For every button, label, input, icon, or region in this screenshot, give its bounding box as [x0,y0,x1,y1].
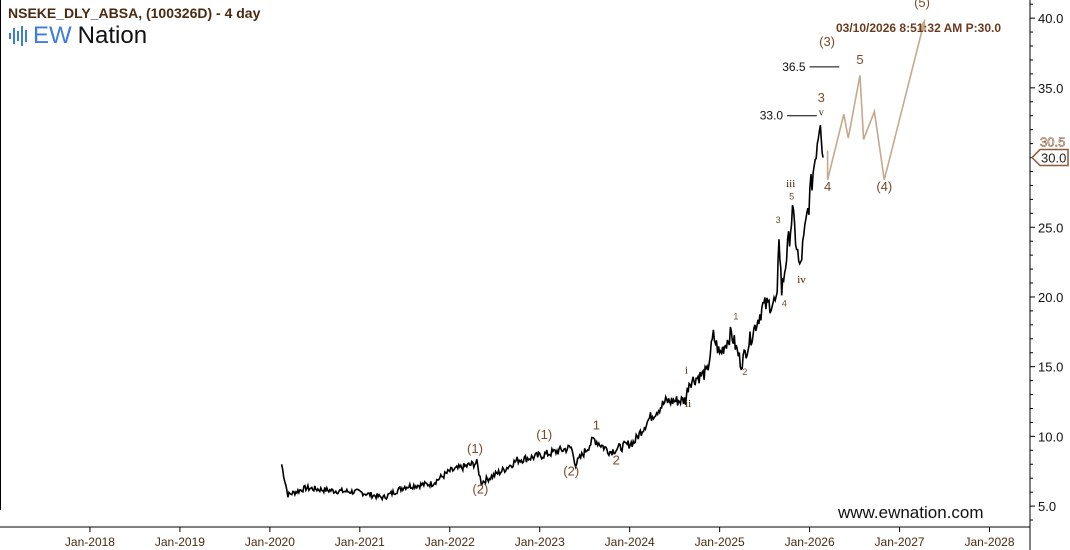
wave-label: ii [685,398,691,410]
timestamp-price: 03/10/2026 8:51:32 AM P:30.0 [836,21,1001,35]
y-tick-label: 5.0 [1038,499,1056,514]
wave-label: (1) [536,427,552,442]
wave-label: (2) [472,482,488,497]
wave-label: (2) [563,463,579,478]
y-tick-label: 15.0 [1038,360,1063,375]
y-tick-label: 35.0 [1038,81,1063,96]
wave-label: 2 [742,367,747,377]
x-tick-label: Jan-2021 [335,535,385,549]
wave-label: (5) [914,0,930,10]
projection-path [826,19,926,181]
hidden-price-label: 30.5 [1040,135,1065,150]
projection-line [826,19,926,181]
x-tick-label: Jan-2022 [425,535,475,549]
wave-label: iii [786,178,795,190]
wave-label: 2 [613,452,620,467]
projection-arrowhead [918,19,926,32]
x-tick-label: Jan-2018 [65,535,115,549]
wave-label: 3 [818,90,825,105]
x-tick-label: Jan-2025 [695,535,745,549]
y-tick-label: 25.0 [1038,220,1063,235]
ewnation-logo: EW Nation [8,22,147,50]
wave-label: (3) [819,34,835,49]
x-tick-label: Jan-2020 [245,535,295,549]
wave-label: 4 [782,299,787,309]
wave-label: iv [797,274,806,286]
wave-label: 1 [733,311,738,321]
wave-label: v [819,108,824,119]
x-tick-label: Jan-2023 [515,535,565,549]
wave-label: (1) [467,441,483,456]
price-line [280,124,824,502]
price-tag [1030,148,1069,167]
logo-ew: EW [33,22,72,49]
wave-label: 3 [776,215,781,225]
target-levels: 36.5 33.0 [760,60,840,123]
logo-nation: Nation [77,22,148,49]
chart-title: NSEKE_DLY_ABSA, (100326D) - 4 day [8,5,261,21]
time-axis: Jan-2018 Jan-2019 Jan-2020 Jan-2021 Jan-2022… [65,527,1015,549]
y-tick-label: 10.0 [1038,429,1063,444]
x-tick-label: Jan-2024 [605,535,655,549]
wave-label: 1 [593,417,600,432]
wave-label: 4 [824,179,831,194]
sound-wave-icon [9,26,27,46]
x-tick-label: Jan-2027 [875,535,925,549]
last-price-label: 30.0 [1041,151,1066,166]
wave-label: 5 [789,191,794,201]
last-price-marker: 30.530.0 [1030,134,1069,167]
wave-label: 5 [856,52,863,67]
level-label: 36.5 [782,60,806,74]
price-axis: 5.0 10.0 15.0 20.0 25.0 35.0 40.0 [1030,3,1063,521]
x-tick-label: Jan-2019 [155,535,205,549]
plot-frame [0,0,1031,550]
x-tick-label: Jan-2026 [785,535,835,549]
watermark-url: www.ewnation.com [838,503,984,522]
y-tick-label: 40.0 [1038,11,1063,26]
x-tick-label: Jan-2028 [964,535,1014,549]
wave-label: i [685,365,688,377]
price-series [280,124,824,502]
y-tick-label: 20.0 [1038,290,1063,305]
wave-label: (4) [876,179,892,194]
level-label: 33.0 [760,109,784,123]
